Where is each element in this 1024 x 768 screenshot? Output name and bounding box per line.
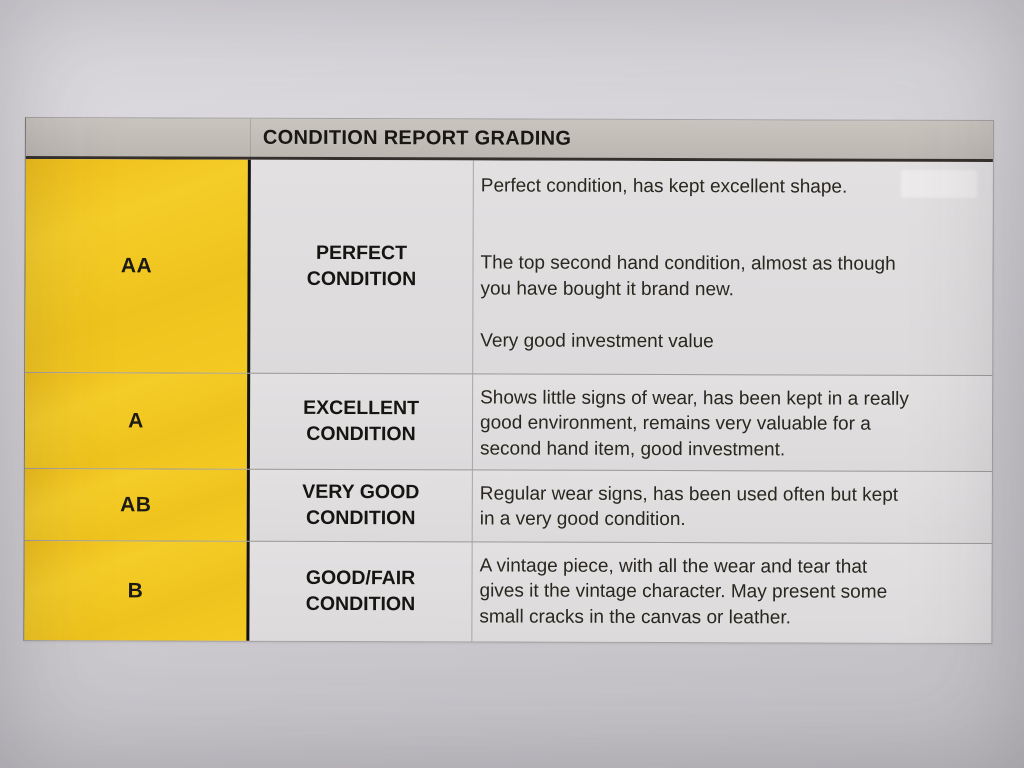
grade-code-cell: A [24,373,251,470]
description-paragraph: Shows little signs of wear, has been kep… [479,387,909,461]
condition-description-cell: Regular wear signs, has been used often … [473,470,992,543]
condition-description-cell: Shows little signs of wear, has been kep… [473,374,992,471]
grade-row-b: B GOOD/FAIR CONDITION A vintage piece, w… [24,540,992,644]
description-paragraph: The top second hand condition, almost as… [480,252,896,301]
grade-code-cell: B [24,541,250,641]
condition-grading-table: CONDITION REPORT GRADING AA PERFECT COND… [23,117,994,645]
description-paragraph: A vintage piece, with all the wear and t… [479,555,888,629]
description-paragraph: Very good investment value [480,330,714,353]
grade-code-cell: AB [24,469,250,541]
condition-description-cell: A vintage piece, with all the wear and t… [472,542,991,643]
grade-row-a: A EXCELLENT CONDITION Shows little signs… [24,372,993,472]
whiteout-patch [900,169,977,198]
table-title: CONDITION REPORT GRADING [262,126,572,150]
description-paragraph: Regular wear signs, has been used often … [479,483,899,531]
condition-name-cell: EXCELLENT CONDITION [249,373,474,470]
grade-row-aa: AA PERFECT CONDITION Perfect condition, … [25,159,993,376]
grade-row-ab: AB VERY GOOD CONDITION Regular wear sign… [24,468,992,544]
condition-description-cell: Perfect condition, has kept excellent sh… [473,160,993,375]
condition-name-cell: GOOD/FAIR CONDITION [249,541,473,642]
condition-name-cell: VERY GOOD CONDITION [249,469,473,542]
table-header-row: CONDITION REPORT GRADING [25,118,993,163]
condition-name-cell: PERFECT CONDITION [250,159,474,374]
header-spacer-cell [25,118,251,157]
grade-code-cell: AA [25,159,251,373]
